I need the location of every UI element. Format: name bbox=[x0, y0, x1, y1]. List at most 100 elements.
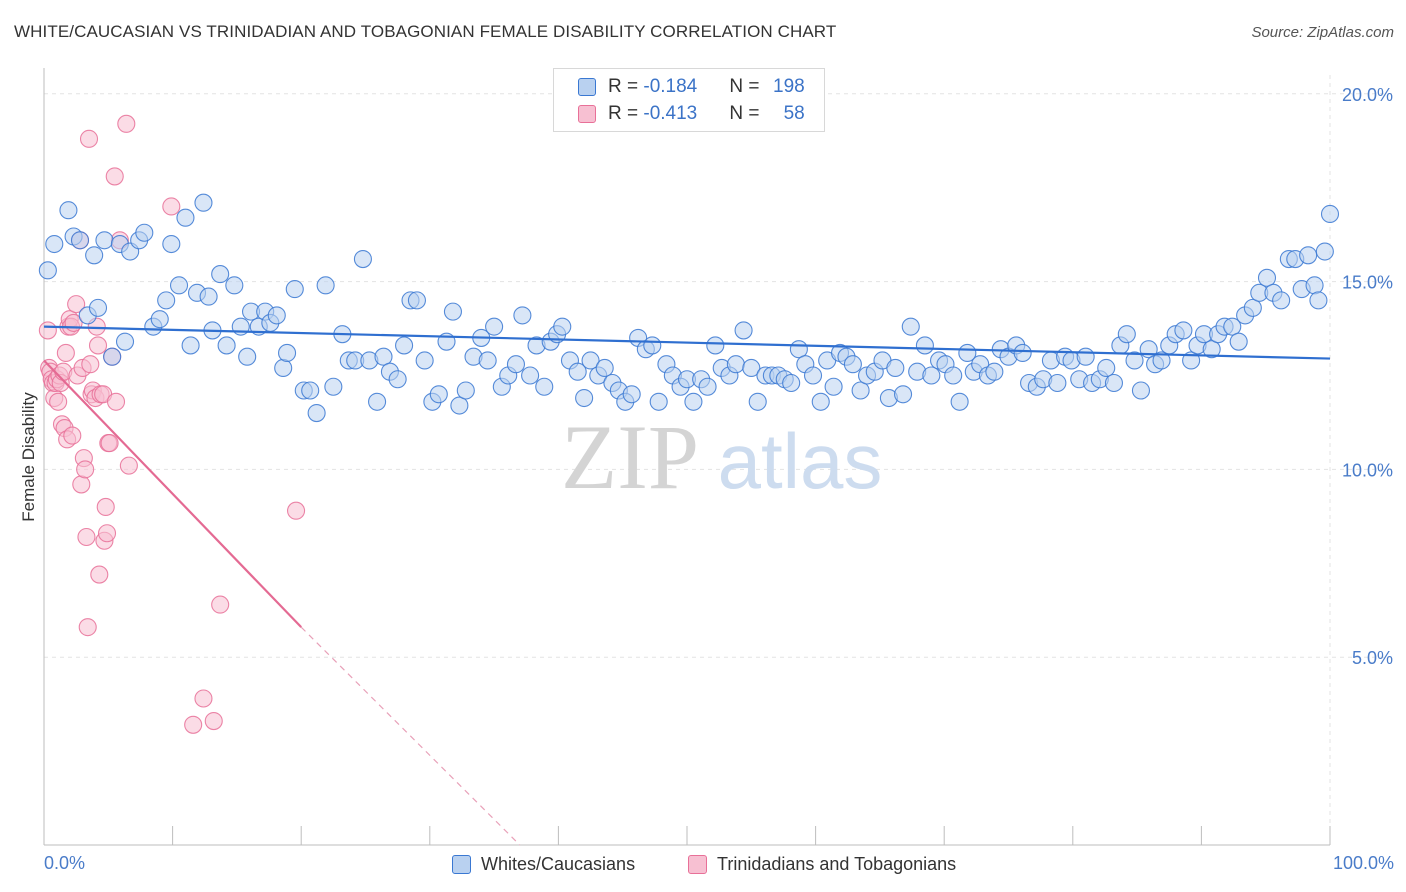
white-caucasian-point bbox=[1272, 291, 1291, 310]
white-caucasian-point bbox=[1309, 291, 1328, 310]
white-caucasian-point bbox=[194, 193, 213, 212]
trinidadian-point bbox=[77, 527, 96, 547]
legend-n-value: 198 bbox=[773, 76, 805, 97]
trinidadian-point bbox=[97, 524, 117, 543]
watermark-atlas: atlas bbox=[718, 417, 883, 505]
white-caucasian-point bbox=[706, 336, 725, 355]
white-caucasian-point bbox=[622, 385, 641, 404]
white-caucasian-point bbox=[1013, 343, 1032, 363]
white-caucasian-point bbox=[742, 358, 761, 378]
white-caucasian-point bbox=[374, 347, 393, 366]
white-caucasian-point bbox=[581, 351, 600, 370]
white-caucasian-point bbox=[157, 291, 176, 310]
white-caucasian-point bbox=[843, 355, 862, 374]
white-caucasian-point bbox=[95, 231, 114, 250]
white-caucasian-point bbox=[886, 358, 905, 378]
white-caucasian-point bbox=[811, 392, 830, 411]
legend-row-trinidadians: R = -0.413 N = 58 bbox=[578, 101, 805, 127]
white-caucasian-point bbox=[103, 347, 122, 366]
trinidadian-point bbox=[90, 565, 109, 584]
white-caucasian-point bbox=[1202, 340, 1221, 359]
white-caucasian-point bbox=[368, 392, 387, 411]
white-caucasian-point bbox=[1097, 358, 1116, 378]
bottom-legend-label-trinidadians: Trinidadians and Tobagonians bbox=[717, 853, 957, 874]
pink-series bbox=[38, 114, 306, 734]
white-caucasian-point bbox=[88, 298, 108, 317]
white-caucasian-point bbox=[1243, 298, 1262, 317]
white-caucasian-point bbox=[513, 306, 532, 325]
white-caucasian-point bbox=[456, 381, 475, 400]
bottom-legend-trinidadians: Trinidadians and Tobagonians bbox=[688, 852, 956, 876]
bottom-legend-swatch-pink bbox=[688, 854, 707, 874]
chart-title: WHITE/CAUCASIAN VS TRINIDADIAN AND TOBAG… bbox=[14, 22, 837, 41]
white-caucasian-point bbox=[1048, 373, 1067, 393]
white-caucasian-point bbox=[278, 343, 297, 363]
white-caucasian-point bbox=[59, 201, 78, 220]
white-caucasian-point bbox=[1131, 381, 1151, 400]
y-tick-label: 20.0% bbox=[1342, 85, 1393, 105]
trinidadian-point bbox=[49, 392, 68, 411]
legend-n-value: 58 bbox=[783, 103, 805, 124]
white-caucasian-point bbox=[851, 381, 870, 400]
trinidadian-point bbox=[204, 711, 223, 731]
white-caucasian-point bbox=[726, 355, 745, 374]
trinidadian-point bbox=[287, 501, 306, 520]
trinidadian-point bbox=[63, 426, 82, 445]
white-caucasian-point bbox=[450, 396, 469, 415]
y-tick-labels: 5.0% 10.0% 15.0% 20.0% bbox=[1342, 85, 1393, 668]
trinidadian-point bbox=[119, 456, 138, 475]
legend-r-label: R = bbox=[608, 103, 644, 124]
white-caucasian-point bbox=[649, 392, 668, 411]
y-tick-label: 15.0% bbox=[1342, 273, 1393, 293]
watermark-zip: ZIP bbox=[561, 406, 699, 508]
trinidadian-point bbox=[106, 392, 126, 411]
white-caucasian-point bbox=[824, 377, 843, 396]
legend-r-value: -0.413 bbox=[643, 103, 698, 124]
white-caucasian-point bbox=[217, 336, 236, 355]
white-caucasian-point bbox=[506, 355, 526, 374]
bottom-legend-whites: Whites/Caucasians bbox=[452, 852, 635, 876]
white-caucasian-point bbox=[407, 291, 426, 310]
white-caucasian-point bbox=[1152, 351, 1171, 370]
trinidadian-point bbox=[81, 355, 100, 374]
legend: R = -0.184 N = 198 R = -0.413 N = 58 bbox=[553, 68, 825, 132]
trinidadian-point bbox=[194, 689, 213, 708]
trinidadian-point bbox=[78, 618, 97, 637]
trinidadian-point bbox=[72, 475, 91, 494]
white-caucasian-point bbox=[353, 249, 372, 269]
white-caucasian-point bbox=[734, 321, 753, 340]
trinidadian-point bbox=[211, 595, 230, 614]
trinidadian-point bbox=[96, 497, 115, 517]
white-caucasian-point bbox=[1076, 347, 1095, 366]
white-caucasian-point bbox=[301, 381, 320, 400]
trinidadian-point bbox=[105, 167, 124, 186]
white-caucasian-point bbox=[238, 347, 257, 366]
white-caucasian-point bbox=[950, 392, 969, 411]
trend-line-trinidadians-extension bbox=[300, 626, 521, 846]
trend-lines bbox=[43, 325, 1331, 846]
white-caucasian-point bbox=[70, 231, 90, 250]
white-caucasian-point bbox=[388, 370, 407, 389]
y-tick-label: 10.0% bbox=[1342, 460, 1393, 480]
white-caucasian-point bbox=[893, 385, 913, 404]
white-caucasian-point bbox=[901, 317, 920, 336]
white-caucasian-point bbox=[85, 246, 104, 265]
white-caucasian-point bbox=[267, 306, 286, 325]
white-caucasian-point bbox=[1104, 373, 1124, 393]
white-caucasian-point bbox=[115, 332, 135, 351]
white-caucasian-point bbox=[698, 377, 717, 396]
white-caucasian-point bbox=[169, 276, 189, 295]
white-caucasian-point bbox=[211, 265, 230, 284]
trinidadian-point bbox=[162, 197, 181, 216]
grid-lines bbox=[44, 75, 1392, 845]
white-caucasian-point bbox=[748, 392, 767, 411]
white-caucasian-point bbox=[176, 208, 195, 227]
bottom-legend-swatch-blue bbox=[452, 854, 471, 874]
white-caucasian-point bbox=[789, 340, 808, 359]
legend-swatch-pink bbox=[578, 105, 596, 123]
blue-series bbox=[38, 193, 1340, 423]
trinidadian-point bbox=[88, 336, 108, 355]
white-caucasian-point bbox=[782, 373, 801, 393]
watermark: ZIP atlas bbox=[561, 406, 882, 508]
